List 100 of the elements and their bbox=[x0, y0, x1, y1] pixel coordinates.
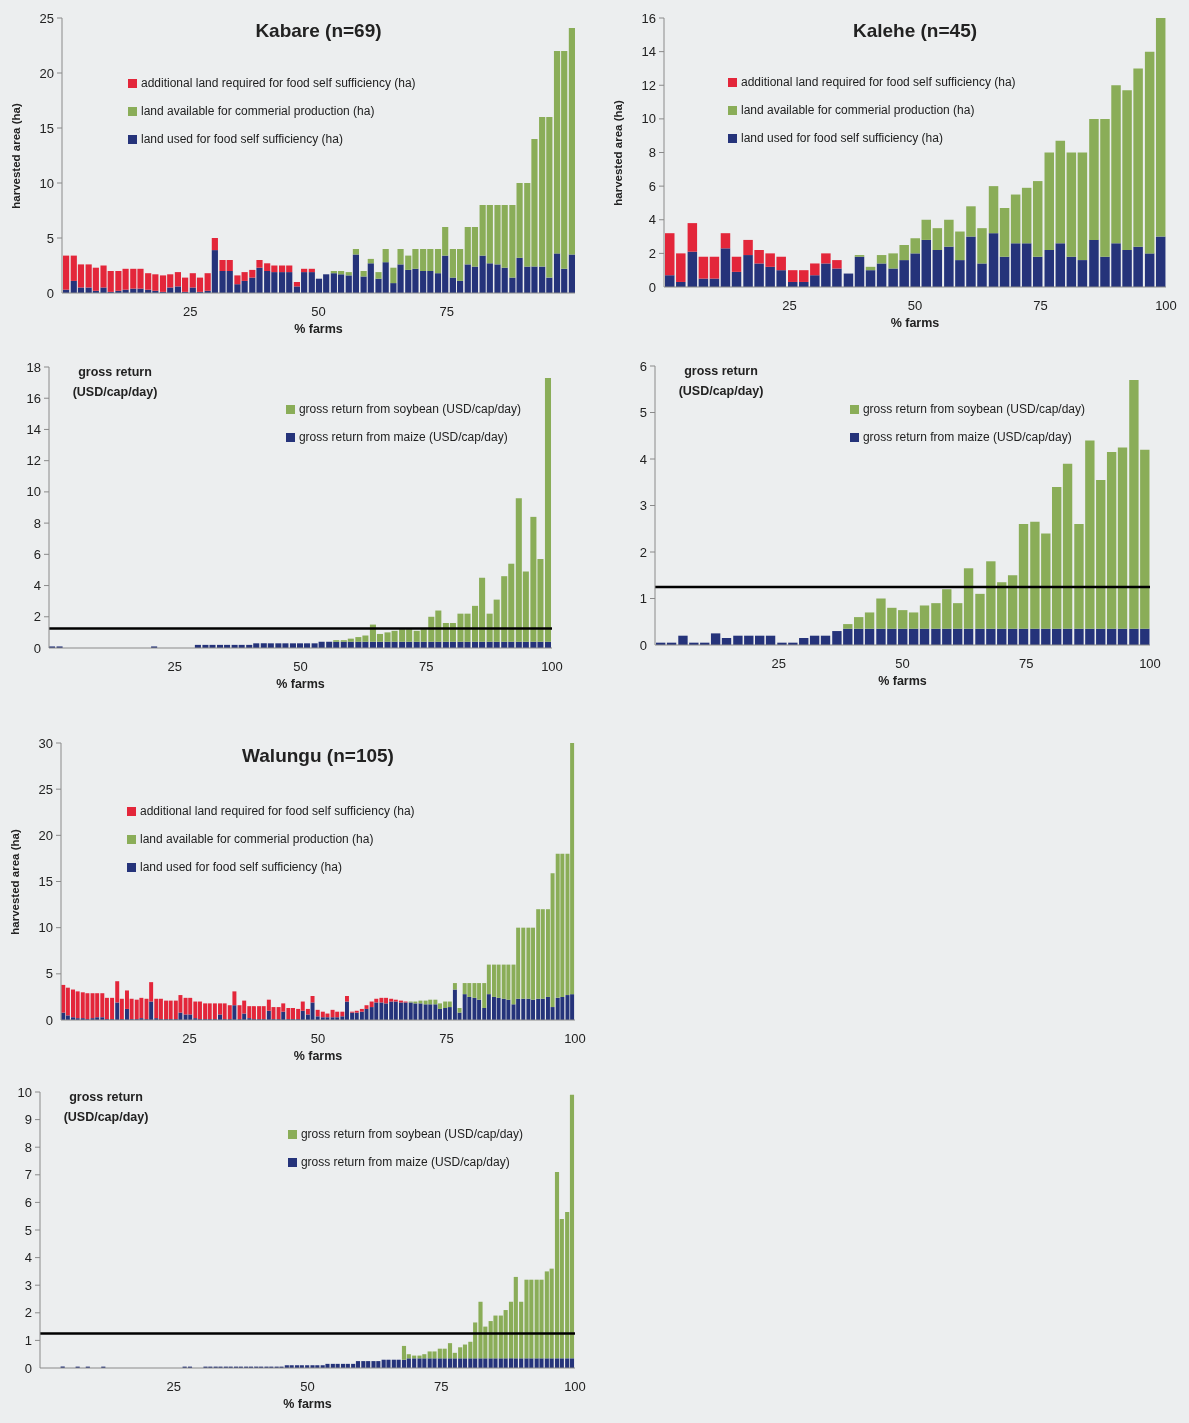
y-tick-label: 5 bbox=[639, 405, 647, 421]
x-tick-label: 50 bbox=[895, 656, 910, 672]
x-axis-title: % farms bbox=[275, 677, 326, 691]
x-tick-label: 75 bbox=[434, 1379, 449, 1395]
x-axis-title: % farms bbox=[889, 316, 941, 330]
y-tick-label: 0 bbox=[24, 1360, 32, 1376]
y-tick-label: 8 bbox=[24, 1139, 32, 1155]
y-tick-label: 12 bbox=[26, 453, 41, 469]
x-tick-label: 50 bbox=[293, 659, 308, 675]
legend-label: additional land required for food self sufficiency (ha) bbox=[741, 75, 1016, 89]
x-tick-label: 25 bbox=[166, 1379, 181, 1395]
y-tick-label: 10 bbox=[39, 175, 54, 191]
x-tick-label: 75 bbox=[1019, 656, 1034, 672]
x-axis-title: % farms bbox=[877, 674, 928, 688]
y-axis-title: harvested area (ha) bbox=[10, 102, 22, 209]
x-tick-label: 25 bbox=[782, 298, 797, 314]
y-tick-label: 10 bbox=[38, 920, 53, 936]
legend-label: land available for commerial production (ha) bbox=[140, 832, 374, 846]
legend-label: land available for commerial production (ha) bbox=[141, 104, 375, 118]
y-axis-title: harvested area (ha) bbox=[9, 828, 21, 935]
legend-label: gross return from maize (USD/cap/day) bbox=[300, 1155, 510, 1169]
y-tick-label: 30 bbox=[38, 735, 53, 751]
chart-title: Kabare (n=69) bbox=[254, 20, 383, 42]
y-axis-title: gross return (USD/cap/day) bbox=[62, 1089, 150, 1126]
x-tick-label: 100 bbox=[1139, 656, 1161, 672]
x-tick-label: 100 bbox=[541, 659, 563, 675]
y-axis-title: gross return (USD/cap/day) bbox=[71, 364, 159, 401]
y-tick-label: 16 bbox=[641, 10, 656, 26]
y-tick-label: 16 bbox=[26, 390, 41, 406]
x-tick-label: 75 bbox=[439, 304, 454, 320]
x-tick-label: 50 bbox=[300, 1379, 315, 1395]
x-axis-title: % farms bbox=[292, 1049, 344, 1063]
y-tick-label: 3 bbox=[24, 1277, 32, 1293]
y-tick-label: 0 bbox=[639, 637, 647, 653]
x-tick-label: 25 bbox=[183, 304, 198, 320]
y-tick-label: 18 bbox=[26, 359, 41, 375]
x-tick-label: 100 bbox=[1155, 298, 1177, 314]
y-tick-label: 6 bbox=[24, 1194, 32, 1210]
legend-label: land used for food self sufficiency (ha) bbox=[741, 131, 943, 145]
x-tick-label: 25 bbox=[167, 659, 182, 675]
x-tick-label: 100 bbox=[564, 1379, 586, 1395]
legend-label: gross return from maize (USD/cap/day) bbox=[862, 430, 1072, 444]
y-tick-label: 4 bbox=[648, 212, 656, 228]
y-tick-label: 0 bbox=[648, 279, 656, 295]
x-axis-title: % farms bbox=[282, 1397, 333, 1411]
y-tick-label: 20 bbox=[38, 827, 53, 843]
x-tick-label: 100 bbox=[564, 1031, 586, 1047]
x-axis-title: % farms bbox=[293, 322, 344, 336]
y-tick-label: 5 bbox=[46, 230, 54, 246]
y-tick-label: 6 bbox=[33, 546, 41, 562]
y-tick-label: 10 bbox=[17, 1084, 32, 1100]
y-tick-label: 14 bbox=[26, 421, 41, 437]
y-tick-label: 0 bbox=[33, 640, 41, 656]
y-tick-label: 10 bbox=[641, 111, 656, 127]
x-tick-label: 75 bbox=[419, 659, 434, 675]
y-tick-label: 3 bbox=[639, 498, 647, 514]
y-tick-label: 4 bbox=[24, 1250, 32, 1266]
y-tick-label: 5 bbox=[45, 966, 53, 982]
legend-label: land used for food self sufficiency (ha) bbox=[141, 132, 343, 146]
y-tick-label: 8 bbox=[648, 145, 656, 161]
y-tick-label: 5 bbox=[24, 1222, 32, 1238]
legend-label: gross return from maize (USD/cap/day) bbox=[298, 430, 508, 444]
y-tick-label: 1 bbox=[639, 591, 647, 607]
y-tick-label: 4 bbox=[639, 451, 647, 467]
legend-label: land available for commerial production (ha) bbox=[741, 103, 975, 117]
x-tick-label: 25 bbox=[182, 1031, 197, 1047]
x-tick-label: 50 bbox=[310, 1031, 326, 1047]
legend-label: additional land required for food self sufficiency (ha) bbox=[141, 76, 416, 90]
y-tick-label: 15 bbox=[39, 120, 54, 136]
y-axis-title: harvested area (ha) bbox=[612, 99, 624, 206]
x-tick-label: 25 bbox=[771, 656, 786, 672]
x-tick-label: 50 bbox=[311, 304, 326, 320]
y-tick-label: 2 bbox=[33, 609, 41, 625]
y-axis-title: gross return (USD/cap/day) bbox=[677, 363, 765, 400]
x-tick-label: 50 bbox=[907, 298, 923, 314]
y-tick-label: 4 bbox=[33, 578, 41, 594]
y-tick-label: 25 bbox=[38, 781, 53, 797]
y-tick-label: 2 bbox=[639, 544, 647, 560]
y-tick-label: 20 bbox=[39, 65, 54, 81]
y-tick-label: 2 bbox=[648, 245, 656, 261]
y-tick-label: 25 bbox=[39, 10, 54, 26]
legend-label: land used for food self sufficiency (ha) bbox=[140, 860, 342, 874]
legend-label: additional land required for food self sufficiency (ha) bbox=[140, 804, 415, 818]
chart-title: Walungu (n=105) bbox=[241, 745, 395, 767]
y-tick-label: 8 bbox=[33, 515, 41, 531]
y-tick-label: 9 bbox=[24, 1112, 32, 1128]
y-tick-label: 0 bbox=[45, 1012, 53, 1028]
y-tick-label: 1 bbox=[24, 1332, 32, 1348]
legend-label: gross return from soybean (USD/cap/day) bbox=[300, 1127, 523, 1141]
y-tick-label: 0 bbox=[46, 285, 54, 301]
x-tick-label: 75 bbox=[1033, 298, 1048, 314]
y-tick-label: 2 bbox=[24, 1305, 32, 1321]
y-tick-label: 14 bbox=[641, 44, 656, 60]
y-tick-label: 12 bbox=[641, 77, 656, 93]
y-tick-label: 7 bbox=[24, 1167, 32, 1183]
y-tick-label: 15 bbox=[38, 874, 53, 890]
legend-label: gross return from soybean (USD/cap/day) bbox=[862, 402, 1085, 416]
chart-title: Kalehe (n=45) bbox=[851, 20, 979, 42]
legend-label: gross return from soybean (USD/cap/day) bbox=[298, 402, 521, 416]
y-tick-label: 6 bbox=[648, 178, 656, 194]
